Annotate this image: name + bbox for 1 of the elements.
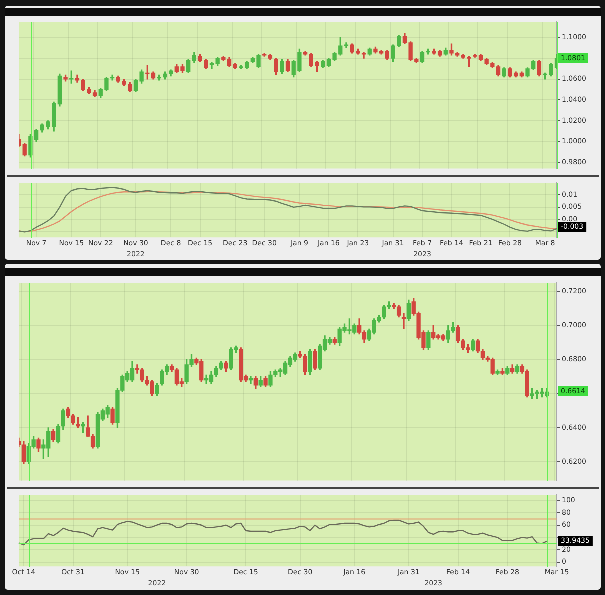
candlestick <box>402 314 406 330</box>
